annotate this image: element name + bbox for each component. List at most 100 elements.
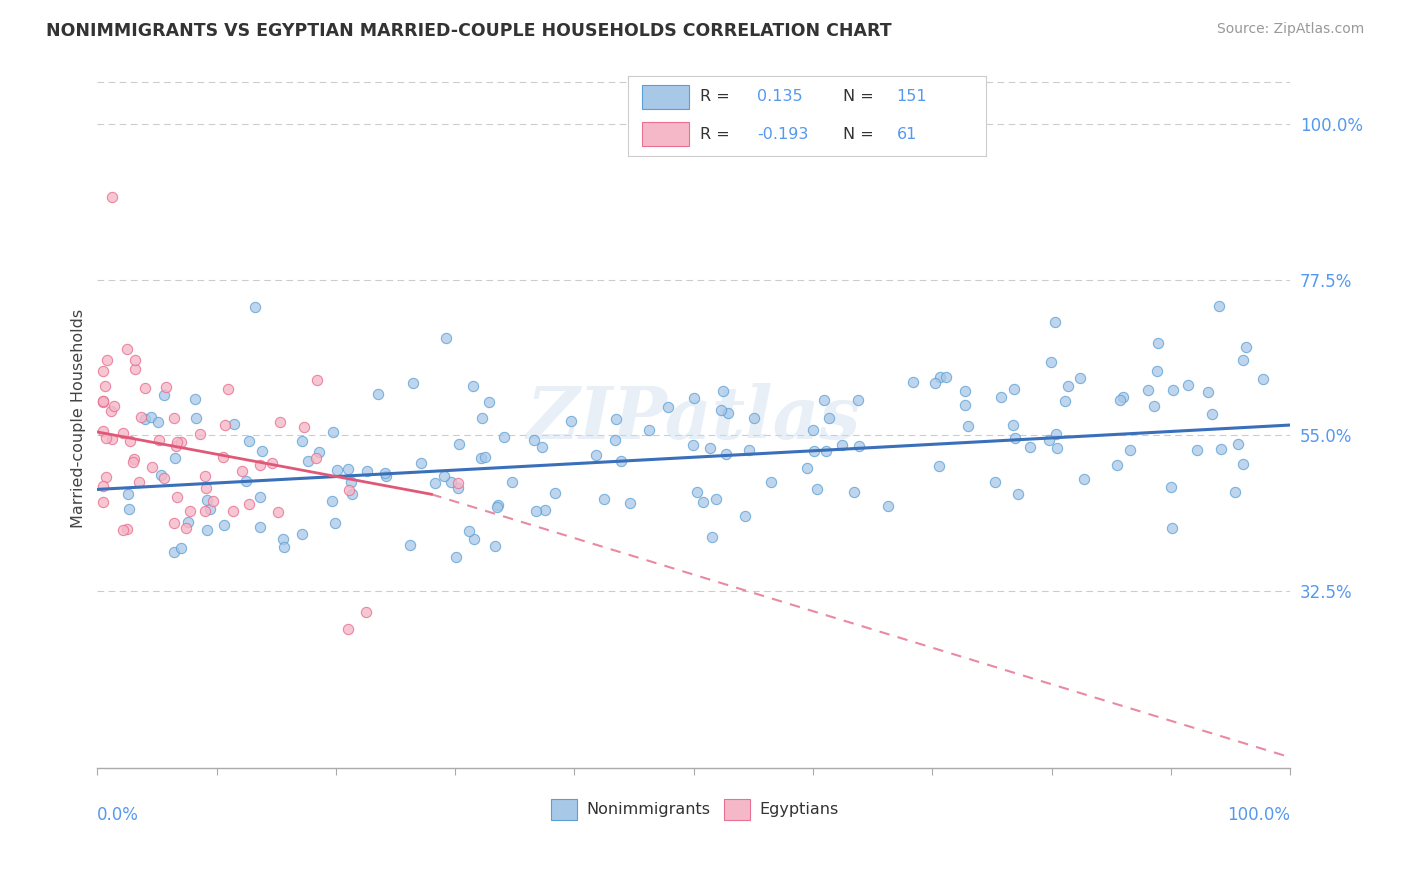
Point [354,605,377,619]
Point [494,430,516,444]
Point [585,448,607,462]
Point [162,411,184,425]
Point [470,450,492,465]
Point [530,440,553,454]
Point [91,395,114,409]
Point [685,485,707,500]
Point [91,424,114,438]
Point [692,495,714,509]
Point [91,394,114,409]
Point [742,411,765,425]
Point [139,409,162,424]
Point [610,453,633,467]
Point [367,386,389,401]
Point [619,496,641,510]
Point [356,464,378,478]
Point [486,498,509,512]
Point [534,502,557,516]
Point [605,412,627,426]
Point [704,491,727,506]
Point [91,393,114,408]
Point [1002,418,1025,433]
Point [1018,440,1040,454]
Point [162,544,184,558]
Text: Source: ZipAtlas.com: Source: ZipAtlas.com [1216,22,1364,37]
Text: NONIMMIGRANTS VS EGYPTIAN MARRIED-COUPLE HOUSEHOLDS CORRELATION CHART: NONIMMIGRANTS VS EGYPTIAN MARRIED-COUPLE… [46,22,891,40]
FancyBboxPatch shape [724,798,749,820]
Point [94,470,117,484]
Point [711,384,734,399]
Point [184,392,207,406]
Point [291,434,314,449]
Point [523,433,546,447]
Point [433,468,456,483]
Point [103,399,125,413]
Point [124,362,146,376]
Point [1073,472,1095,486]
Point [714,447,737,461]
Point [471,410,494,425]
Point [1004,431,1026,445]
Point [848,439,870,453]
Point [1197,385,1219,400]
Point [148,434,170,448]
Point [342,487,364,501]
Point [128,475,150,489]
Point [212,517,235,532]
Point [141,460,163,475]
Point [91,364,114,378]
Point [176,521,198,535]
Point [235,474,257,488]
Point [1223,485,1246,500]
Point [1177,378,1199,392]
Point [202,494,225,508]
Point [150,468,173,483]
Point [1232,353,1254,368]
Point [398,538,420,552]
Point [269,415,291,429]
Point [560,414,582,428]
Text: ZIPatlas: ZIPatlas [527,383,860,454]
Point [734,509,756,524]
Point [1053,394,1076,409]
Point [177,515,200,529]
Point [166,434,188,449]
Point [163,451,186,466]
Y-axis label: Married-couple Households: Married-couple Households [72,309,86,528]
Point [238,498,260,512]
Point [1160,480,1182,494]
Point [1040,355,1063,369]
Point [1208,299,1230,313]
Point [267,505,290,519]
Point [124,353,146,368]
Point [831,438,853,452]
Point [990,390,1012,404]
Point [224,417,246,432]
Point [1112,390,1135,404]
Point [984,475,1007,490]
Point [308,445,330,459]
Point [321,493,343,508]
Point [1185,443,1208,458]
Point [195,481,218,495]
Point [818,411,841,425]
FancyBboxPatch shape [551,798,576,820]
Point [134,411,156,425]
Point [146,415,169,429]
Point [297,454,319,468]
Point [463,379,485,393]
Point [291,527,314,541]
Point [806,483,828,497]
Point [249,490,271,504]
Point [111,426,134,441]
Point [197,523,219,537]
Point [1143,399,1166,413]
Point [401,376,423,390]
Point [118,502,141,516]
Point [1056,379,1078,393]
Point [245,301,267,315]
Point [1201,407,1223,421]
Point [447,475,470,490]
Point [194,468,217,483]
Point [440,475,463,489]
